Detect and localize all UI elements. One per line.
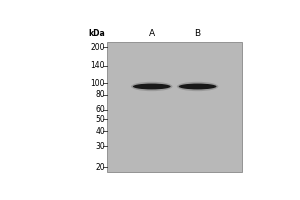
Ellipse shape (133, 84, 171, 89)
Text: B: B (194, 29, 201, 38)
Text: 200: 200 (90, 43, 105, 52)
Ellipse shape (131, 82, 172, 91)
Text: 30: 30 (95, 142, 105, 151)
Text: 100: 100 (90, 79, 105, 88)
Bar (107, 42, 242, 172)
Text: kDa: kDa (88, 29, 105, 38)
Ellipse shape (177, 82, 218, 91)
Text: 50: 50 (95, 115, 105, 124)
Text: 80: 80 (95, 90, 105, 99)
Text: A: A (149, 29, 155, 38)
Ellipse shape (179, 84, 217, 89)
Text: 60: 60 (95, 105, 105, 114)
Text: 20: 20 (95, 163, 105, 172)
Text: 40: 40 (95, 127, 105, 136)
Text: 140: 140 (90, 61, 105, 70)
